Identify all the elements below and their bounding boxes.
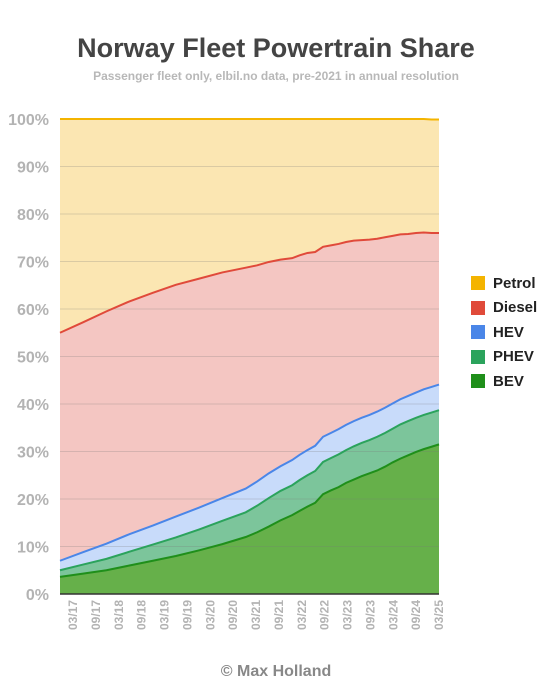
y-tick-label: 20% bbox=[17, 492, 49, 509]
chart-subtitle: Passenger fleet only, elbil.no data, pre… bbox=[93, 69, 459, 83]
x-tick-label: 03/18 bbox=[112, 600, 126, 630]
area-hev bbox=[60, 384, 439, 571]
y-axis: 0% 10% 20% 30% 40% 50% 60% 70% 80% 90% 100% bbox=[8, 112, 49, 604]
legend-label: HEV bbox=[493, 323, 524, 341]
x-tick-label: 03/19 bbox=[158, 600, 172, 630]
legend-swatch bbox=[471, 374, 485, 389]
x-tick-label: 09/20 bbox=[226, 600, 240, 630]
y-tick-label: 90% bbox=[17, 160, 49, 177]
legend-swatch bbox=[471, 276, 485, 291]
x-tick-label: 03/23 bbox=[341, 600, 355, 630]
x-tick-label: 03/25 bbox=[432, 600, 446, 630]
credit-label: © Max Holland bbox=[220, 663, 332, 680]
area-bev bbox=[60, 444, 439, 594]
chart-plot: 0%10%20%30%40%50%60%70%80%90%100% 03/17 0… bbox=[8, 112, 446, 630]
y-tick-label: 0% bbox=[26, 587, 49, 604]
y-tick-label: 40% bbox=[17, 397, 49, 414]
chart-title: Norway Fleet Powertrain Share bbox=[77, 33, 475, 63]
y-tick-label: 30% bbox=[17, 445, 49, 462]
line-bev bbox=[59, 443, 440, 578]
x-tick-label: 09/17 bbox=[89, 600, 103, 630]
legend-item-hev: HEV bbox=[471, 320, 537, 345]
series-lines bbox=[59, 118, 440, 578]
legend: Petrol Diesel HEV PHEV BEV bbox=[471, 271, 537, 394]
y-tick-label: 70% bbox=[17, 255, 49, 272]
y-tick-label: 100% bbox=[8, 112, 49, 129]
x-tick-label: 09/18 bbox=[135, 600, 149, 630]
y-tick-label: 60% bbox=[17, 302, 49, 319]
legend-swatch bbox=[471, 300, 485, 315]
x-tick-label: 09/23 bbox=[363, 600, 377, 630]
legend-swatch bbox=[471, 325, 485, 340]
y-tick-label: 10% bbox=[17, 540, 49, 557]
line-phev bbox=[59, 409, 440, 572]
x-tick-label: 09/21 bbox=[272, 600, 286, 630]
legend-label: Diesel bbox=[493, 299, 538, 317]
x-axis: 03/17 09/17 03/18 09/18 03/19 09/19 03/20 09/20… bbox=[66, 600, 446, 630]
legend-item-petrol: Petrol bbox=[471, 271, 537, 296]
legend-item-diesel: Diesel bbox=[471, 296, 537, 321]
line-hev bbox=[59, 383, 440, 562]
x-tick-label: 09/24 bbox=[409, 600, 423, 630]
legend-item-phev: PHEV bbox=[471, 345, 537, 370]
area-petrol bbox=[60, 119, 439, 333]
legend-label: BEV bbox=[493, 372, 524, 390]
legend-swatch bbox=[471, 349, 485, 364]
x-tick-label: 03/21 bbox=[249, 600, 263, 630]
x-tick-label: 03/22 bbox=[295, 600, 309, 630]
legend-label: Petrol bbox=[493, 274, 536, 292]
x-tick-label: 09/19 bbox=[180, 600, 194, 630]
y-tick-label: 50% bbox=[17, 350, 49, 367]
x-tick-label: 03/20 bbox=[203, 600, 217, 630]
x-tick-label: 03/24 bbox=[386, 600, 400, 630]
x-tick-label: 09/22 bbox=[318, 600, 332, 630]
line-diesel bbox=[59, 231, 439, 334]
legend-label: PHEV bbox=[493, 348, 534, 366]
gridlines bbox=[60, 118, 439, 595]
legend-item-bev: BEV bbox=[471, 369, 537, 394]
y-tick-label: 80% bbox=[17, 207, 49, 224]
area-diesel bbox=[60, 232, 439, 561]
x-tick-label: 03/17 bbox=[66, 600, 80, 630]
